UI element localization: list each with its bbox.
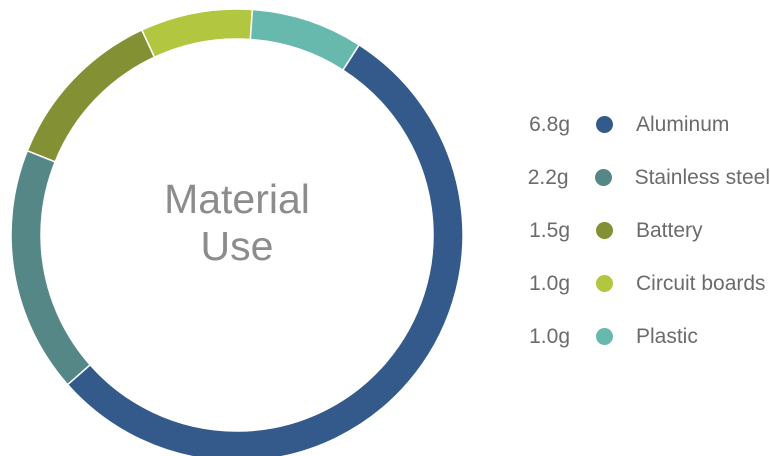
- legend-item-battery: 1.5g Battery: [490, 204, 770, 257]
- legend-value: 2.2g: [527, 165, 569, 189]
- chart-title-line-2: Use: [200, 223, 274, 269]
- donut-slice-battery: [26, 29, 156, 163]
- legend-value: 1.0g: [529, 271, 570, 295]
- legend-item-stainless-steel: 2.2g Stainless steel: [490, 151, 770, 204]
- legend-swatch: [596, 222, 613, 239]
- donut-slice-circuit-boards: [140, 8, 254, 59]
- legend-swatch: [596, 328, 613, 345]
- legend-item-aluminum: 6.8g Aluminum: [490, 98, 770, 151]
- chart-title: Material Use: [62, 176, 412, 270]
- legend-label: Plastic: [636, 324, 698, 348]
- legend-label: Aluminum: [636, 112, 730, 136]
- legend-value: 1.5g: [529, 218, 570, 242]
- legend-value: 6.8g: [529, 112, 570, 136]
- legend-item-plastic: 1.0g Plastic: [490, 310, 770, 363]
- donut-slice-plastic: [249, 8, 361, 72]
- legend-label: Battery: [636, 218, 703, 242]
- legend-swatch: [594, 169, 612, 186]
- legend-item-circuit-boards: 1.0g Circuit boards: [490, 257, 770, 310]
- donut-chart: Material Use: [10, 8, 464, 456]
- legend-swatch: [596, 275, 613, 292]
- donut-slice-aluminum: [66, 43, 464, 456]
- legend-label: Stainless steel: [634, 165, 770, 189]
- donut-svg: [10, 8, 464, 456]
- legend-label: Circuit boards: [636, 271, 766, 295]
- chart-title-line-1: Material: [164, 176, 310, 222]
- legend-swatch: [596, 116, 613, 133]
- legend: 6.8g Aluminum 2.2g Stainless steel 1.5g …: [490, 98, 770, 363]
- legend-value: 1.0g: [529, 324, 570, 348]
